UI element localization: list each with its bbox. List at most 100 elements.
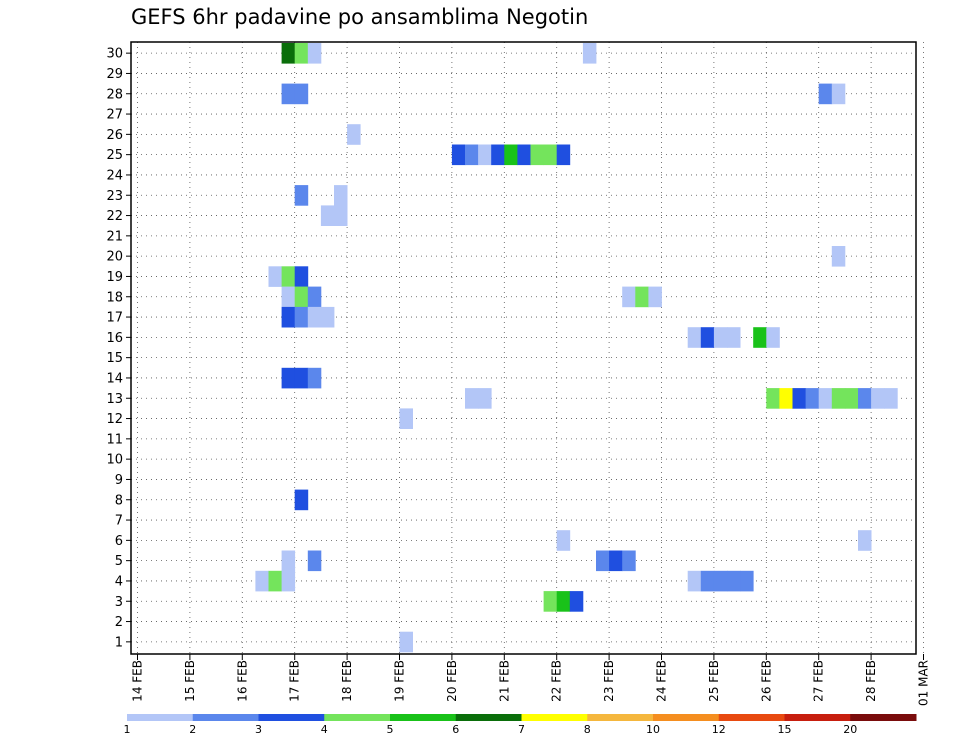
- heatmap-cell: [399, 408, 413, 429]
- heatmap-cell: [334, 185, 348, 206]
- colorbar-swatch: [784, 714, 851, 721]
- heatmap-cell: [543, 591, 558, 612]
- colorbar-label: 6: [452, 723, 459, 736]
- colorbar-label: 8: [584, 723, 591, 736]
- heatmap-cell: [622, 550, 636, 572]
- heatmap-cell: [609, 550, 623, 572]
- colorbar-label: 7: [518, 723, 525, 736]
- y-tick-label: 26: [106, 128, 123, 143]
- y-tick-label: 16: [106, 331, 123, 346]
- colorbar-label: 2: [189, 723, 196, 736]
- heatmap-cell: [543, 144, 558, 166]
- chart-title: GEFS 6hr padavine po ansamblima Negotin: [131, 5, 589, 29]
- x-tick-label: 20 FEB: [445, 660, 459, 702]
- y-tick-label: 20: [106, 250, 123, 265]
- y-tick-label: 11: [106, 432, 123, 447]
- colorbar-swatch: [324, 714, 391, 721]
- colorbar-swatch: [455, 714, 522, 721]
- heatmap-cell: [766, 327, 780, 348]
- y-tick-label: 5: [115, 554, 123, 569]
- heatmap-cell: [517, 144, 531, 166]
- y-tick-label: 19: [106, 270, 123, 285]
- heatmap-cell: [556, 530, 571, 551]
- x-tick-label: 28 FEB: [864, 660, 878, 702]
- y-tick-label: 3: [115, 595, 123, 610]
- heatmap-cell: [504, 144, 518, 166]
- y-tick-label: 15: [106, 351, 123, 366]
- y-tick-label: 2: [115, 615, 123, 630]
- x-tick-label: 14 FEB: [131, 660, 145, 702]
- colorbar-label: 15: [778, 723, 792, 736]
- colorbar-swatch: [587, 714, 654, 721]
- y-tick-label: 17: [106, 311, 123, 326]
- heatmap-cell: [700, 570, 715, 592]
- heatmap-cell: [635, 286, 649, 308]
- heatmap-cell: [268, 266, 282, 287]
- heatmap-cell: [818, 83, 833, 105]
- heatmap-cell: [491, 144, 505, 166]
- heatmap-cell: [844, 388, 859, 409]
- heatmap-cell: [884, 388, 898, 409]
- x-tick-label: 22 FEB: [550, 660, 564, 702]
- heatmap-cell: [766, 388, 780, 409]
- plot-frame: [130, 41, 917, 655]
- heatmap-cell: [818, 388, 833, 409]
- x-tick-label: 21 FEB: [497, 660, 511, 702]
- x-tick-label: 15 FEB: [183, 660, 197, 702]
- y-tick-label: 7: [115, 514, 123, 529]
- heatmap-cell: [740, 570, 754, 592]
- x-tick-label: 18 FEB: [340, 660, 354, 702]
- heatmap-cell: [569, 591, 584, 612]
- heatmap-cell: [281, 570, 296, 592]
- heatmap-cell: [399, 631, 413, 653]
- heatmap-cell: [687, 570, 702, 592]
- colorbar-swatch: [718, 714, 785, 721]
- heatmap-cell: [465, 388, 479, 409]
- y-tick-label: 29: [106, 67, 123, 82]
- heatmap-cell: [334, 205, 348, 226]
- heatmap-cell: [858, 388, 872, 409]
- heatmap-cell: [687, 327, 702, 348]
- y-tick-label: 14: [106, 371, 123, 386]
- x-tick-label: 17 FEB: [288, 660, 302, 702]
- colorbar-label: 20: [843, 723, 857, 736]
- heatmap-cell: [294, 367, 309, 389]
- x-tick-label: 01 MAR: [917, 660, 931, 706]
- heatmap-cell: [294, 286, 309, 308]
- y-tick-label: 24: [106, 168, 123, 183]
- y-axis: 1234567891011121314151617181920212223242…: [106, 47, 131, 650]
- heatmap-cell: [530, 144, 544, 166]
- heatmap-cell: [281, 286, 296, 308]
- y-tick-label: 4: [115, 574, 123, 589]
- grid-layer: [131, 42, 924, 654]
- heatmap-cell: [281, 306, 296, 328]
- y-tick-label: 30: [106, 47, 123, 62]
- y-tick-label: 21: [106, 229, 123, 244]
- heatmap-cell: [871, 388, 885, 409]
- colorbar: 1 2 3 4 5 6 7 8 10 12 15 20: [124, 714, 917, 736]
- heatmap-cell: [556, 591, 571, 612]
- heatmap-cell: [347, 124, 361, 145]
- y-tick-label: 9: [115, 473, 123, 488]
- y-tick-label: 12: [106, 412, 123, 427]
- heatmap-cell: [556, 144, 571, 166]
- x-tick-label: 23 FEB: [602, 660, 616, 702]
- x-tick-label: 25 FEB: [707, 660, 721, 702]
- x-axis: 14 FEB 15 FEB 16 FEB 17 FEB 18 FEB 19 FEB 20 F…: [131, 654, 931, 706]
- heatmap-cell: [307, 367, 322, 389]
- y-tick-label: 13: [106, 392, 123, 407]
- x-tick-label: 27 FEB: [812, 660, 826, 702]
- colorbar-label: 3: [255, 723, 262, 736]
- colorbar-swatch: [258, 714, 325, 721]
- heatmap-cell: [307, 306, 322, 328]
- colorbar-swatch: [521, 714, 588, 721]
- heatmap-cell: [294, 266, 309, 287]
- heatmap-cell: [307, 550, 322, 572]
- x-tick-label: 19 FEB: [393, 660, 407, 702]
- y-tick-label: 25: [106, 148, 123, 163]
- x-tick-label: 26 FEB: [759, 660, 773, 702]
- heatmap-cell: [622, 286, 636, 308]
- colorbar-swatch: [653, 714, 720, 721]
- heatmap-cell: [281, 83, 296, 105]
- heatmap-cell: [307, 286, 322, 308]
